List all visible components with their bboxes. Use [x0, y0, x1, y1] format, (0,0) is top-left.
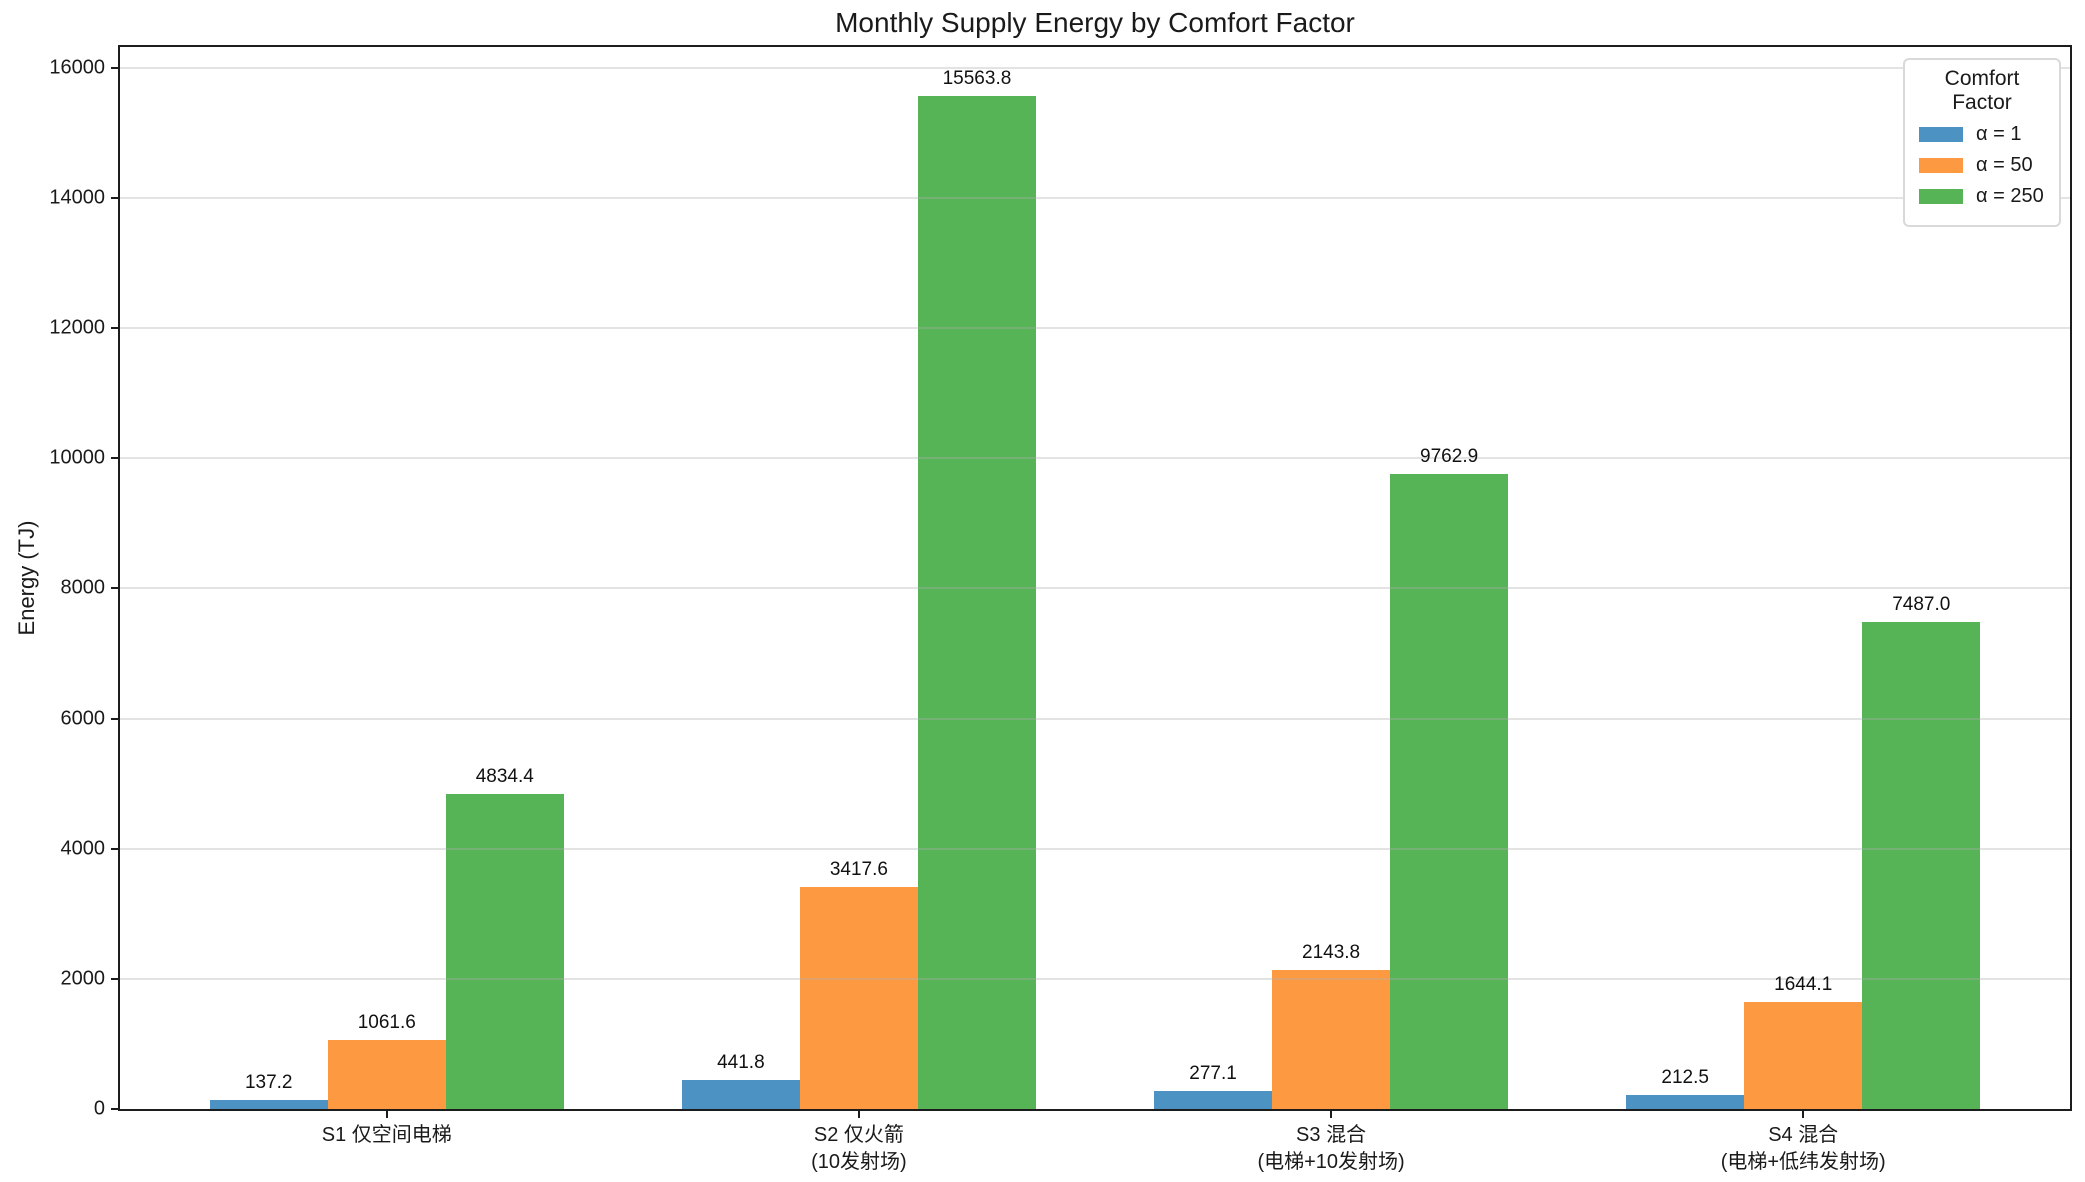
bar-value-label: 1061.6 [357, 1011, 416, 1033]
legend-label: α = 250 [1976, 185, 2044, 207]
bar [1744, 1002, 1863, 1109]
y-tick-label: 10000 [49, 446, 105, 469]
bar [1862, 621, 1981, 1109]
bar [1154, 1090, 1273, 1109]
x-tick-label: S3 混合 (电梯+10发射场) [1257, 1124, 1405, 1173]
legend-row: α = 1 [1919, 123, 2049, 146]
y-tick-label: 0 [93, 1097, 105, 1120]
y-tick-mark [111, 327, 120, 330]
gridline [120, 977, 2070, 980]
bar [917, 96, 1036, 1109]
legend-row: α = 250 [1919, 185, 2049, 208]
y-tick-mark [111, 587, 120, 590]
bar [209, 1100, 328, 1109]
y-tick-mark [111, 1108, 120, 1110]
x-tick-label: S2 仅火箭 (10发射场) [811, 1124, 907, 1173]
y-tick-label: 6000 [60, 707, 106, 730]
y-tick-label: 8000 [60, 576, 106, 599]
y-tick-mark [111, 196, 120, 199]
x-tick-label: S1 仅空间电梯 [321, 1124, 452, 1146]
x-tick-mark [1330, 1109, 1333, 1118]
chart-title: Monthly Supply Energy by Comfort Factor [835, 7, 1355, 38]
gridline [120, 587, 2070, 590]
bar-value-label: 7487.0 [1892, 593, 1951, 615]
bar-value-label: 277.1 [1189, 1062, 1237, 1084]
y-tick-label: 14000 [49, 186, 105, 209]
x-tick-mark [385, 1109, 388, 1118]
y-tick-label: 4000 [60, 837, 106, 860]
bar-value-label: 1644.1 [1774, 974, 1833, 996]
bar [327, 1039, 446, 1109]
gridline [120, 847, 2070, 850]
gridline [120, 66, 2070, 69]
gridline [120, 457, 2070, 460]
bar-value-label: 441.8 [717, 1052, 765, 1074]
gridline [120, 327, 2070, 330]
y-tick-label: 2000 [60, 967, 106, 990]
y-tick-mark [111, 717, 120, 720]
bar-value-label: 9762.9 [1420, 445, 1479, 467]
legend-label: α = 1 [1976, 123, 2022, 145]
bar-value-label: 4834.4 [475, 766, 534, 788]
plot-area: 137.2 441.8 277.1 212.5 1061.6 3417.6 2143.8 16… [49, 45, 2072, 1173]
bar-value-label: 3417.6 [829, 858, 888, 880]
bar [1272, 969, 1391, 1109]
gridline [120, 196, 2070, 199]
x-tick-label: S4 混合 (电梯+低纬发射场) [1720, 1124, 1886, 1173]
x-tick-mark [1802, 1109, 1805, 1118]
y-tick-label: 12000 [49, 316, 105, 339]
y-tick-mark [111, 977, 120, 980]
bar-value-label: 137.2 [244, 1072, 293, 1094]
bar [445, 794, 564, 1109]
legend-color-swatch [1919, 189, 1963, 204]
gridline [120, 717, 2070, 720]
y-tick-mark [111, 66, 120, 69]
legend-label: α = 50 [1976, 154, 2033, 176]
bar [1626, 1095, 1745, 1109]
legend-row: α = 50 [1919, 154, 2049, 177]
y-tick-mark [111, 457, 120, 460]
y-tick-mark [111, 847, 120, 850]
legend-title: Comfort Factor [1944, 67, 2020, 114]
x-tick-mark [857, 1109, 860, 1118]
y-tick-label: 16000 [49, 56, 105, 79]
y-axis-label: Energy (TJ) [14, 520, 39, 636]
bar-value-label: 15563.8 [942, 68, 1012, 90]
bar [681, 1080, 800, 1109]
bar-value-label: 2143.8 [1302, 941, 1361, 963]
bar-value-label: 212.5 [1661, 1067, 1709, 1089]
legend: Comfort Factor α = 1 α = 50 α = 250 [1903, 58, 2061, 227]
legend-color-swatch [1919, 158, 1963, 173]
bar [799, 886, 918, 1109]
legend-color-swatch [1919, 127, 1963, 142]
bar [1390, 473, 1509, 1109]
